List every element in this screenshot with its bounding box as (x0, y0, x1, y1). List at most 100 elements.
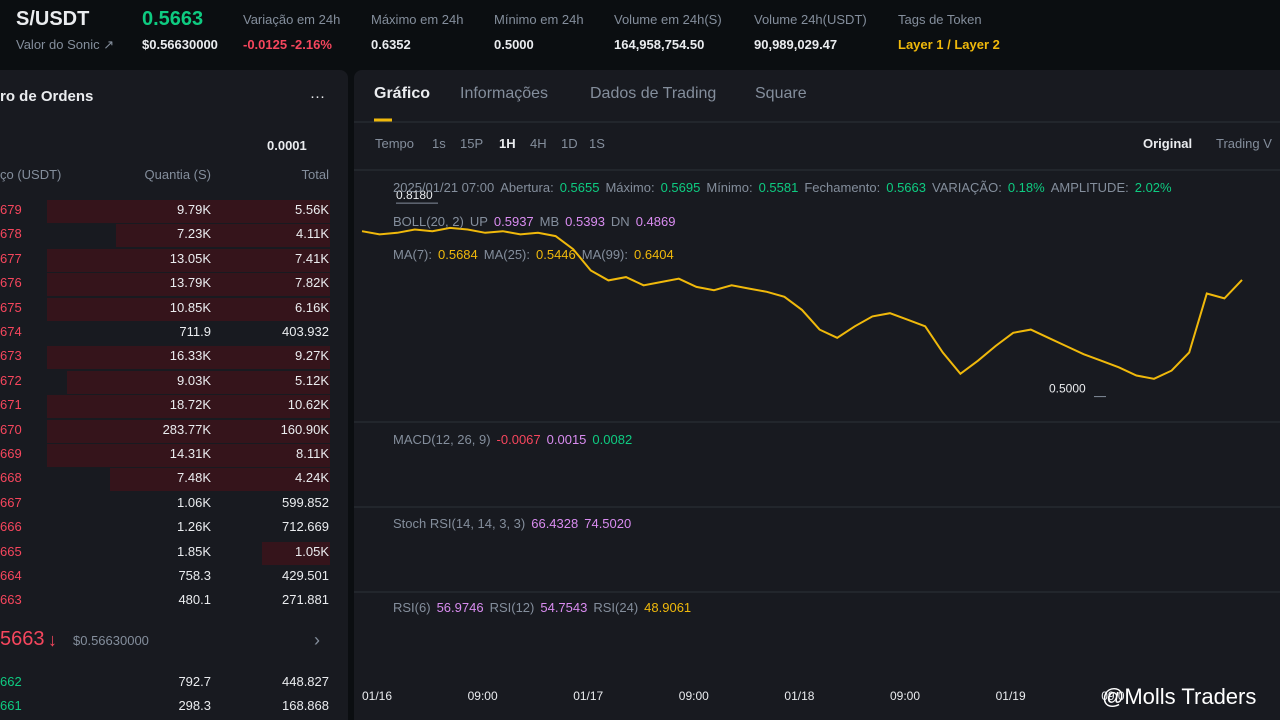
indicator-text: VARIAÇÃO: (932, 180, 1002, 195)
ask-cell: 665 (0, 543, 22, 559)
ask-cell: 8.11K (295, 446, 329, 461)
more[interactable]: › (314, 630, 320, 650)
ask-cell: 1.06K (177, 494, 211, 510)
depth-bar (47, 297, 330, 321)
stat-value: -0.0125 -2.16% (243, 37, 332, 52)
indicator-text: 0.4869 (635, 214, 676, 229)
indicator-text: Mínimo: (706, 180, 753, 195)
depth-bar (47, 248, 330, 272)
interval[interactable]: 4H (530, 136, 547, 151)
stat-label: Mínimo em 24h (494, 12, 584, 27)
ask-cell: 711.9 (179, 324, 211, 339)
last-price: 5663 (0, 628, 45, 650)
indicator-text: 66.4328 (531, 516, 579, 531)
ask-cell: 10.62K (287, 397, 329, 413)
indicator-text: DN (610, 214, 630, 229)
stat-label: Volume 24h(USDT) (754, 12, 867, 27)
view[interactable]: Original (1143, 136, 1193, 151)
indicator-text: 56.9746 (436, 600, 484, 615)
view[interactable]: Trading V (1216, 136, 1272, 151)
ask-cell: 429.501 (282, 568, 329, 583)
order-book: ro de Ordens ··· 0.0001 ço (USDT) Quantia (S… (0, 70, 348, 720)
ask-cell: 1.05K (295, 543, 329, 559)
tab[interactable]: Gráfico (374, 85, 431, 102)
tab[interactable]: Informações (460, 85, 549, 102)
ask-cell: 271.881 (282, 592, 329, 608)
depth-bar (47, 273, 330, 297)
column-header: Quantia (S) (144, 167, 211, 182)
ask-cell: 7.41K (295, 250, 329, 266)
tab[interactable]: Square (755, 85, 807, 102)
depth-bar (47, 419, 330, 443)
ask-cell: 677 (0, 250, 22, 266)
indicator-text: MACD(12, 26, 9) (393, 432, 491, 447)
indicator-text: BOLL(20, 2) (393, 214, 464, 229)
ask-cell: 18.72K (169, 397, 211, 413)
depth-bar (262, 541, 330, 565)
column-header: Total (301, 167, 329, 182)
indicator-text: 0.0082 (592, 432, 633, 447)
ask-cell: 758.3 (178, 568, 211, 583)
interval[interactable]: 1H (499, 136, 516, 151)
indicator-text: MA(25): (483, 247, 530, 262)
indicator-text: MA(7): (393, 247, 432, 262)
arrow: ↓ (48, 630, 57, 650)
symbol: S/USDT (16, 8, 90, 30)
interval[interactable]: 1s (432, 136, 446, 151)
depth-bar (47, 395, 330, 419)
indicator-text: Fechamento: (804, 180, 881, 195)
indicator-text: 0.6404 (634, 247, 674, 262)
x-tick-label: 09:00 (468, 689, 498, 703)
price-annotation: 0.5000 (1049, 382, 1086, 396)
indicator-text: 2025/01/21 07:00 (393, 180, 495, 195)
bid-cell: 298.3 (178, 698, 211, 714)
ask-cell: 5.12K (295, 372, 329, 388)
x-tick-label: 01/19 (996, 689, 1026, 703)
ohlc-info: 2025/01/21 07:00 Abertura: 0.5655 Máximo: 0.… (393, 180, 1172, 195)
tab[interactable]: Dados de Trading (590, 85, 717, 102)
ask-cell: 9.79K (177, 202, 211, 217)
ask-cell: 668 (0, 470, 22, 486)
indicator-text: 0.5446 (536, 247, 576, 262)
stat-label: Volume em 24h(S) (614, 12, 722, 27)
indicator-text: 0.5663 (886, 180, 926, 195)
interval[interactable]: 1D (561, 136, 578, 151)
ask-cell: 1.26K (177, 519, 211, 535)
step[interactable]: 0.0001 (267, 138, 307, 153)
indicator-text: RSI(6) (393, 600, 431, 615)
ask-cell: 7.23K (177, 226, 211, 242)
bid-cell: 168.868 (282, 698, 329, 714)
indicator-text: RSI(12) (489, 600, 535, 615)
indicator-text: 0.5655 (559, 180, 600, 195)
indicator-text: 0.5695 (660, 180, 701, 195)
indicator-text: Abertura: (500, 180, 554, 195)
ask-cell: 674 (0, 324, 22, 339)
last-usd: $0.56630000 (73, 633, 149, 648)
x-tick-label: 09:0 (1101, 689, 1125, 703)
interval[interactable]: 1S (589, 136, 605, 151)
indicator-text: 54.7543 (540, 600, 588, 615)
ask-cell: 678 (0, 226, 22, 242)
stat-value: Layer 1 / Layer 2 (898, 37, 1000, 52)
indicator-text: Stoch RSI(14, 14, 3, 3) (393, 516, 526, 531)
bid-cell: 661 (0, 698, 22, 714)
ask-cell: 669 (0, 446, 22, 461)
interval[interactable]: 15P (460, 136, 484, 151)
price-line (361, 226, 1243, 380)
ask-cell: 673 (0, 348, 22, 364)
ask-cell: 480.1 (178, 592, 211, 608)
indicator-text: 48.9061 (644, 600, 692, 615)
depth-bar (110, 468, 330, 492)
ask-cell: 679 (0, 202, 22, 217)
ask-cell: 13.79K (169, 275, 211, 291)
stat-value: 0.6352 (371, 37, 411, 52)
menu[interactable]: ··· (310, 88, 325, 105)
ask-cell: 664 (0, 568, 22, 583)
indicator-text: AMPLITUDE: (1050, 180, 1129, 195)
macd-legend: MACD(12, 26, 9) -0.0067 0.0015 0.0082 (393, 432, 632, 447)
ask-cell: 4.11K (295, 226, 329, 242)
bid-cell: 792.7 (178, 674, 211, 689)
subtitle: Valor do Sonic ↗ (16, 37, 115, 52)
x-tick-label: 01/18 (784, 689, 814, 703)
x-tick-label: 01/17 (573, 689, 603, 703)
